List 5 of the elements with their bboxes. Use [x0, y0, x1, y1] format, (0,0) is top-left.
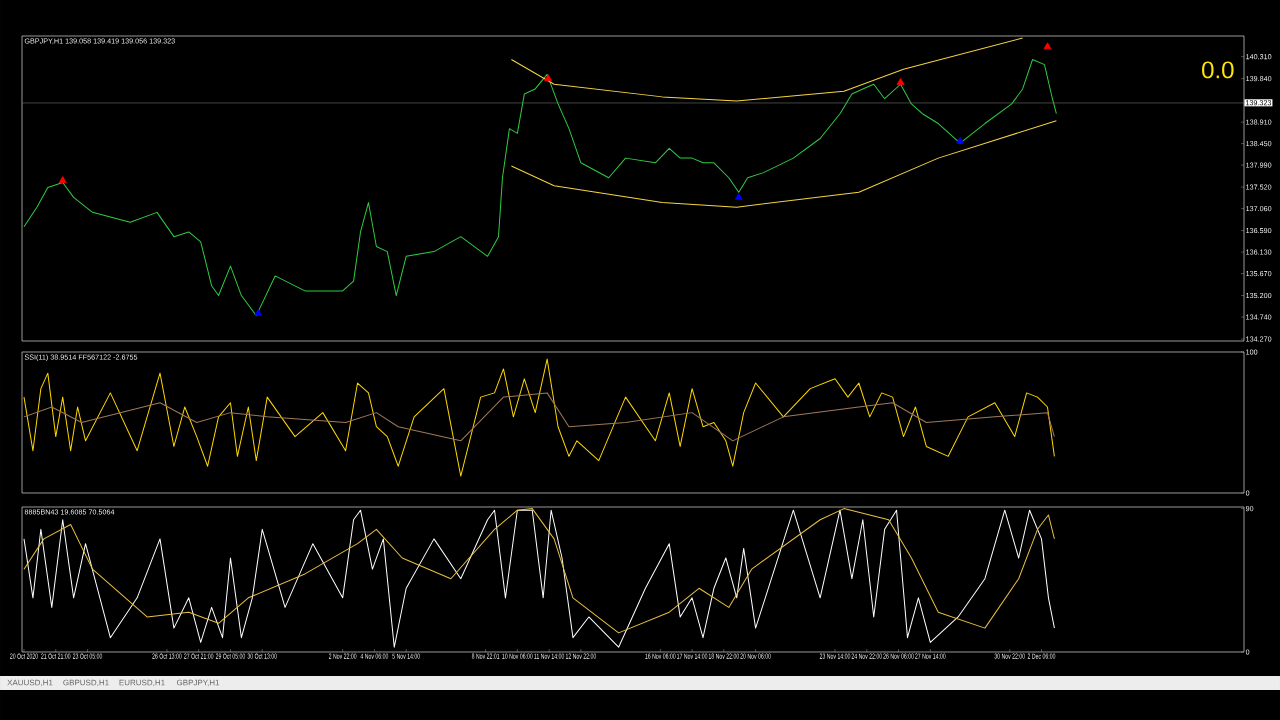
text: GBPJPY,H1 — [176, 679, 220, 687]
annotation: 0.0 — [1202, 61, 1234, 79]
text: XAUUSD,H1 — [7, 679, 53, 687]
text: EURUSD,H1 — [119, 679, 165, 687]
text: GBPUSD,H1 — [63, 679, 109, 687]
